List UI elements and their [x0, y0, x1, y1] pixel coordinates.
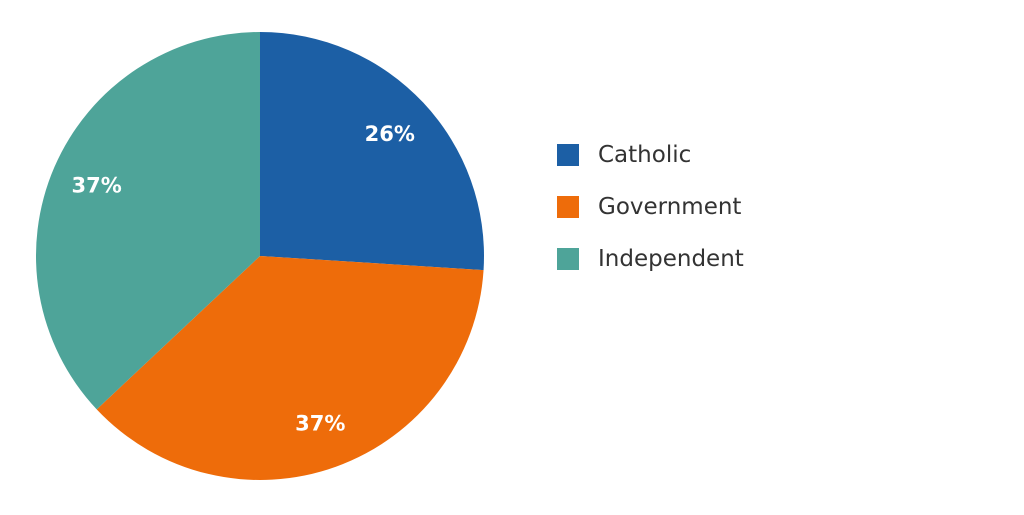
pie-slices	[35, 32, 484, 481]
pie-slice-labels: 26% 37% 37%	[72, 122, 415, 435]
legend-swatch-independent	[557, 248, 579, 270]
legend-label-government: Government	[598, 194, 741, 220]
slice-label-government: 37%	[295, 411, 345, 435]
pie-slice-government	[96, 256, 484, 481]
slice-label-catholic: 26%	[365, 122, 415, 146]
legend: Catholic Government Independent	[557, 142, 744, 272]
pie-slice-independent	[35, 32, 260, 410]
legend-swatch-catholic	[557, 144, 579, 166]
legend-label-catholic: Catholic	[598, 142, 691, 168]
pie-slice-catholic	[260, 32, 484, 271]
legend-swatch-government	[557, 196, 579, 218]
legend-label-independent: Independent	[598, 246, 744, 272]
slice-label-independent: 37%	[72, 173, 122, 197]
